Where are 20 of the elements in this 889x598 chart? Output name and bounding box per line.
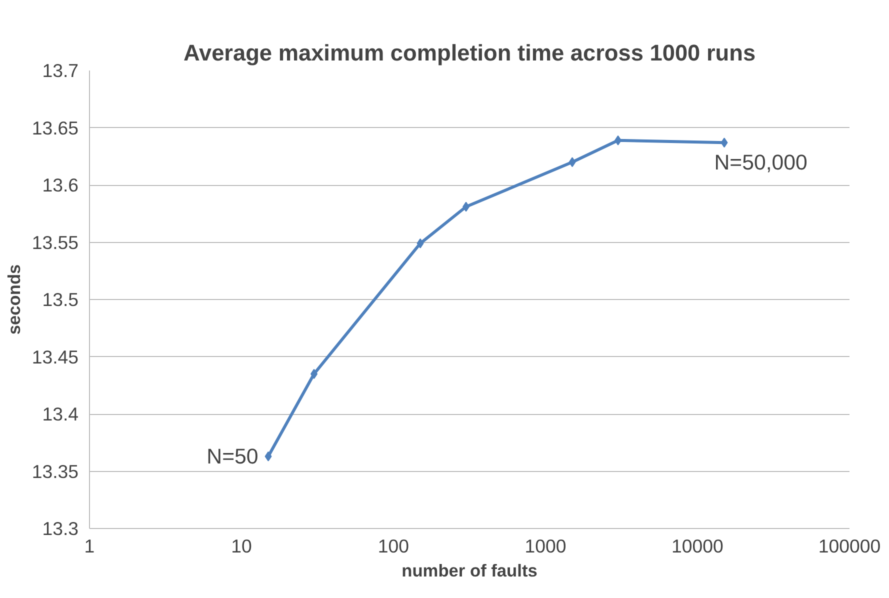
y-tick-label: 13.5 <box>42 289 78 310</box>
y-tick-label: 13.4 <box>42 404 78 424</box>
x-axis-title: number of faults <box>402 560 538 580</box>
annotation: N=50,000 <box>714 150 808 175</box>
chart-title: Average maximum completion time across 1000 runs <box>183 40 756 66</box>
x-tick-label: 1000 <box>524 536 566 556</box>
y-axis-title: seconds <box>4 264 24 335</box>
y-tick-label: 13.35 <box>32 460 78 482</box>
x-tick-label: 10000 <box>672 536 724 556</box>
y-tick-label: 13.45 <box>32 346 78 368</box>
y-tick-label: 13.65 <box>32 117 78 138</box>
y-tick-label: 13.7 <box>42 60 78 81</box>
x-tick-label: 100 <box>378 536 410 556</box>
y-tick-label: 13.3 <box>42 518 78 539</box>
y-tick-label: 13.55 <box>32 232 78 253</box>
x-tick-label: 100000 <box>818 536 881 556</box>
y-tick-label: 13.6 <box>42 174 78 196</box>
annotation: N=50 <box>206 444 258 468</box>
x-tick-label: 1 <box>84 536 95 556</box>
x-tick-label: 10 <box>231 536 252 556</box>
